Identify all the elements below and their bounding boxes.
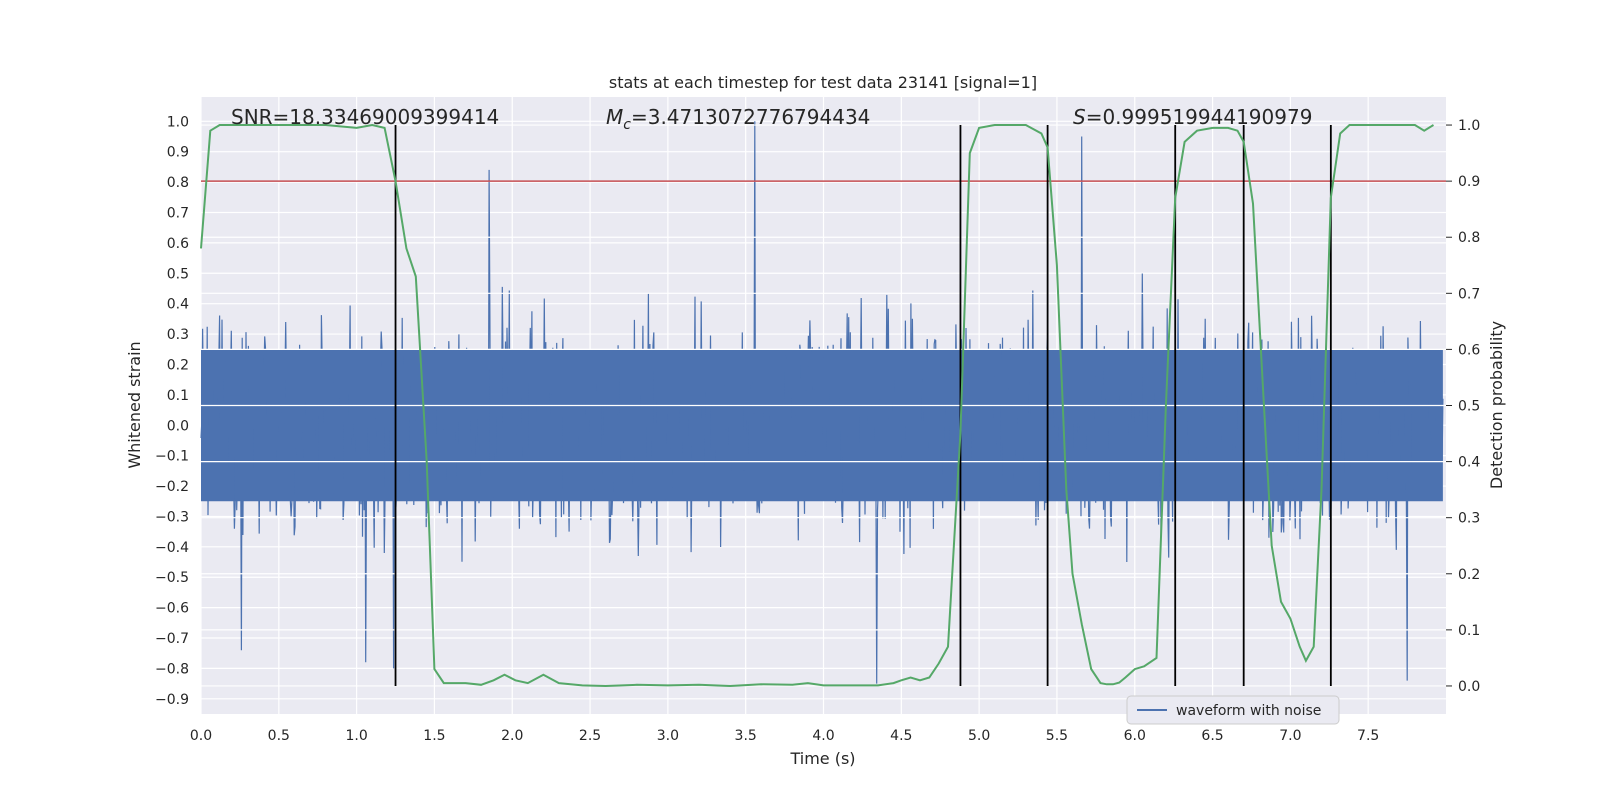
y-tick-label-left: −0.8 [155,661,189,677]
y-tick-label-left: 0.6 [167,236,189,252]
significance-symbol: S [1073,105,1086,129]
x-tick-label: 0.5 [268,728,290,744]
y-tick-label-right: 0.5 [1458,399,1480,415]
y-tick-label-right: 0.9 [1458,174,1480,190]
y-tick-label-right: 0.3 [1458,511,1480,527]
probability-line [200,123,1435,688]
y-axis-label-left: Whitened strain [125,341,144,468]
y-tick-label-left: −0.4 [155,540,189,556]
y-tick-label-left: 0.2 [167,357,189,373]
x-tick-labels: 0.0 0.5 1.0 1.5 2.0 2.5 3.0 3.5 4.0 4.5 5.0 5.5 6.0 6… [190,728,1379,744]
x-tick-label: 4.5 [890,728,912,744]
x-tick-label: 1.5 [423,728,445,744]
x-axis-label: Time (s) [789,749,855,768]
chart-title: stats at each timestep for test data 231… [609,73,1037,92]
legend-label: waveform with noise [1176,703,1321,719]
y-tick-label-right: 0.0 [1458,679,1480,695]
chirp-mass-annotation: Mc=3.4713072776794434 [606,105,870,133]
y-tick-label-left: 0.9 [167,145,189,161]
x-tick-label: 2.0 [501,728,523,744]
x-tick-label: 5.5 [1046,728,1068,744]
x-tick-label: 3.5 [735,728,757,744]
chirp-mass-symbol: M [606,105,623,129]
y-tick-label-right: 0.1 [1458,623,1480,639]
y-tick-label-left: 0.4 [167,297,189,313]
x-tick-label: 1.0 [345,728,367,744]
y-tick-label-left: −0.1 [155,449,189,465]
x-tick-label: 2.5 [579,728,601,744]
y-tick-label-left: −0.6 [155,601,189,617]
waveform-trace [200,121,1444,684]
y-tick-label-right: 0.7 [1458,286,1480,302]
y-tick-label-right: 1.0 [1458,118,1480,134]
legend-box [1126,695,1340,725]
y-tick-labels-left: −0.9 −0.8 −0.7 −0.6 −0.5 −0.4 −0.3 −0.2 −0.1 0.0 0… [155,114,189,707]
significance-value: =0.999519944190979 [1086,105,1313,129]
y-tick-label-right: 0.2 [1458,567,1480,583]
waveform-series [200,121,1444,684]
x-tick-label: 6.0 [1124,728,1146,744]
y-tick-label-left: 0.3 [167,327,189,343]
x-tick-label: 5.0 [968,728,990,744]
y-tick-label-right: 0.6 [1458,342,1480,358]
snr-annotation: SNR=18.33469009399414 [231,105,499,129]
y-tick-label-left: −0.3 [155,509,189,525]
y-tick-label-right: 0.8 [1458,230,1480,246]
y-tick-label-left: −0.9 [155,692,189,708]
x-tick-label: 0.0 [190,728,212,744]
y-tick-label-left: 0.0 [167,418,189,434]
y-axis-label-right: Detection probability [1487,321,1506,489]
legend: waveform with noise [1126,695,1340,725]
y-tick-label-left: 0.1 [167,388,189,404]
y-tick-label-left: −0.2 [155,479,189,495]
x-tick-label: 7.5 [1357,728,1379,744]
y-tick-label-left: 0.5 [167,266,189,282]
y-tick-label-left: −0.7 [155,631,189,647]
y-tick-label-left: 0.7 [167,205,189,221]
x-tick-label: 3.0 [657,728,679,744]
chirp-mass-subscript: c [623,117,631,133]
x-tick-label: 6.5 [1201,728,1223,744]
y-tick-label-left: −0.5 [155,570,189,586]
y-tick-labels-right: 0.0 0.1 0.2 0.3 0.4 0.5 0.6 0.7 0.8 0.9 1.0 [1446,118,1480,695]
significance-annotation: S=0.999519944190979 [1073,105,1312,129]
y-tick-label-left: 0.8 [167,175,189,191]
x-tick-label: 4.0 [812,728,834,744]
y-tick-label-left: 1.0 [167,114,189,130]
y-tick-label-right: 0.4 [1458,455,1480,471]
x-tick-label: 7.0 [1279,728,1301,744]
chirp-mass-value: =3.4713072776794434 [631,105,870,129]
